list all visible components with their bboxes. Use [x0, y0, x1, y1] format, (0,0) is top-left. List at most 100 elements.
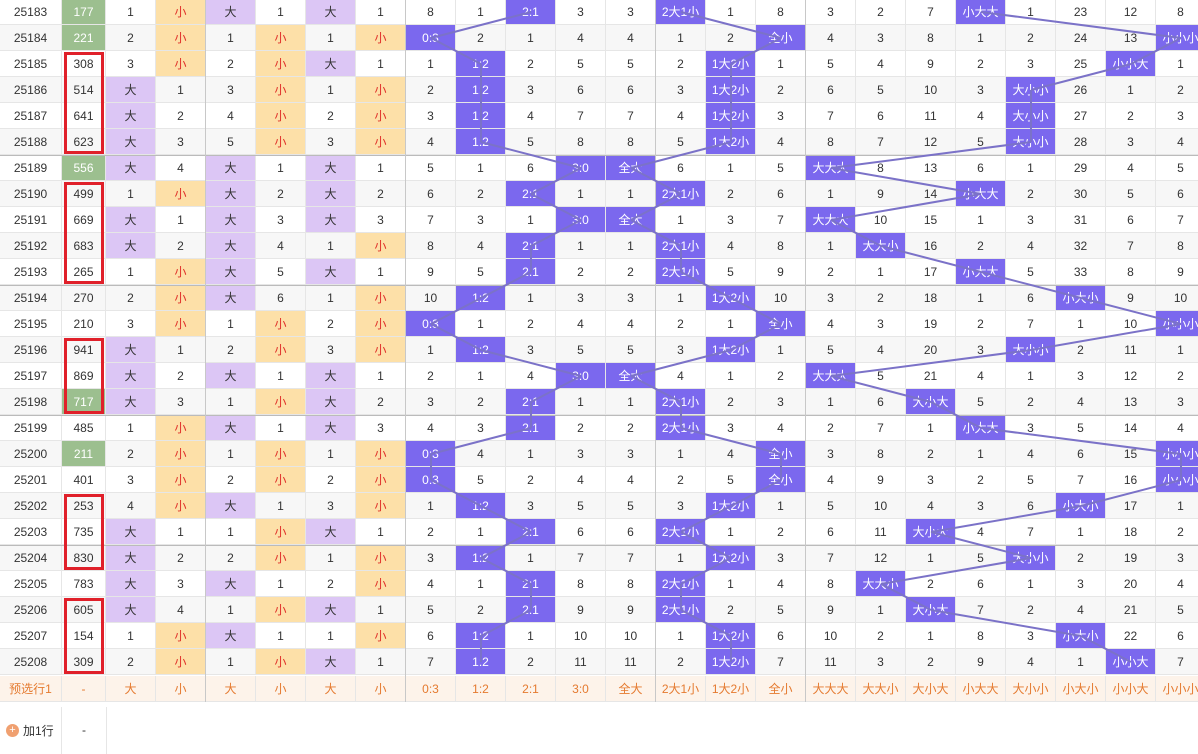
trend-cell: 全小 [756, 441, 806, 467]
trend-cell: 20 [906, 337, 956, 363]
trend-cell: 6 [556, 519, 606, 545]
trend-cell: 5 [556, 51, 606, 77]
trend-cell: 大 [306, 649, 356, 675]
preselect-option[interactable]: 小大小 [1056, 676, 1106, 702]
trend-cell: 1 [356, 0, 406, 25]
trend-cell: 1 [506, 623, 556, 649]
trend-cell: 1 [156, 77, 206, 103]
preselect-option[interactable]: 1大2小 [706, 676, 756, 702]
preselect-option[interactable]: 小大大 [956, 676, 1006, 702]
trend-cell: 大 [206, 207, 256, 233]
draw-sum: 221 [62, 25, 106, 51]
trend-cell: 2 [1006, 597, 1056, 623]
draw-sum: 605 [62, 597, 106, 623]
trend-cell: 1 [1006, 571, 1056, 597]
trend-cell: 16 [1106, 467, 1156, 493]
trend-cell: 2 [956, 311, 1006, 337]
trend-cell: 1 [256, 363, 306, 389]
trend-cell: 小 [356, 623, 406, 649]
preselect-sum: - [62, 676, 106, 702]
trend-cell: 大 [306, 0, 356, 25]
trend-cell: 4 [156, 155, 206, 181]
trend-cell: 3 [806, 441, 856, 467]
preselect-option[interactable]: 小 [156, 676, 206, 702]
preselect-option[interactable]: 1:2 [456, 676, 506, 702]
preselect-option[interactable]: 0:3 [406, 676, 456, 702]
trend-cell: 3 [1006, 415, 1056, 441]
trend-cell: 2:1 [506, 597, 556, 623]
trend-cell: 31 [1056, 207, 1106, 233]
draw-sum: 941 [62, 337, 106, 363]
trend-cell: 6 [856, 389, 906, 415]
trend-cell: 2:1 [506, 0, 556, 25]
draw-sum: 514 [62, 77, 106, 103]
trend-cell: 6 [956, 571, 1006, 597]
trend-cell: 11 [856, 519, 906, 545]
trend-cell: 7 [406, 207, 456, 233]
trend-cell: 6 [1156, 181, 1198, 207]
trend-cell: 2 [306, 103, 356, 129]
trend-cell: 2大1小 [656, 181, 706, 207]
trend-cell: 8 [1156, 0, 1198, 25]
trend-cell: 小 [356, 25, 406, 51]
trend-cell: 2 [506, 311, 556, 337]
trend-cell: 1 [356, 519, 406, 545]
trend-cell: 1 [256, 155, 306, 181]
preselect-option[interactable]: 小小大 [1106, 676, 1156, 702]
trend-cell: 5 [1156, 597, 1198, 623]
preselect-option[interactable]: 大小大 [906, 676, 956, 702]
preselect-option[interactable]: 大大大 [806, 676, 856, 702]
issue-number: 25203 [0, 519, 62, 545]
preselect-option[interactable]: 大小小 [1006, 676, 1056, 702]
preselect-option[interactable]: 小 [256, 676, 306, 702]
preselect-option[interactable]: 全大 [606, 676, 656, 702]
preselect-option[interactable]: 2:1 [506, 676, 556, 702]
trend-cell: 5 [806, 337, 856, 363]
preselect-option[interactable]: 3:0 [556, 676, 606, 702]
trend-cell: 1 [906, 545, 956, 571]
group-divider [0, 155, 1198, 156]
preselect-option[interactable]: 小小小 [1156, 676, 1198, 702]
add-row-button[interactable]: + 加1行 [0, 707, 62, 754]
trend-cell: 1 [806, 389, 856, 415]
trend-cell: 大 [106, 233, 156, 259]
preselect-option[interactable]: 小 [356, 676, 406, 702]
preselect-option[interactable]: 大大小 [856, 676, 906, 702]
trend-cell: 11 [1106, 337, 1156, 363]
trend-cell: 1 [406, 493, 456, 519]
trend-cell: 1 [456, 155, 506, 181]
trend-cell: 13 [1106, 25, 1156, 51]
trend-cell: 2 [106, 649, 156, 675]
trend-cell: 1 [306, 77, 356, 103]
trend-cell: 大 [106, 363, 156, 389]
trend-cell: 4 [1156, 571, 1198, 597]
draw-sum: 270 [62, 285, 106, 311]
trend-cell: 1 [256, 493, 306, 519]
preselect-option[interactable]: 大 [206, 676, 256, 702]
trend-cell: 1 [156, 337, 206, 363]
preselect-option[interactable]: 2大1小 [656, 676, 706, 702]
trend-cell: 3 [856, 311, 906, 337]
preselect-option[interactable]: 大 [106, 676, 156, 702]
trend-cell: 小 [356, 233, 406, 259]
issue-number: 25204 [0, 545, 62, 571]
trend-cell: 大大大 [806, 155, 856, 181]
trend-cell: 3 [956, 337, 1006, 363]
trend-cell: 7 [1006, 519, 1056, 545]
trend-cell: 2大1小 [656, 0, 706, 25]
trend-cell: 19 [1106, 545, 1156, 571]
trend-cell: 1 [656, 623, 706, 649]
trend-cell: 1 [556, 389, 606, 415]
trend-cell: 小 [156, 51, 206, 77]
trend-cell: 1 [206, 519, 256, 545]
trend-cell: 8 [606, 129, 656, 155]
trend-cell: 8 [606, 571, 656, 597]
trend-cell: 2 [1156, 519, 1198, 545]
trend-cell: 1 [206, 649, 256, 675]
trend-cell: 8 [806, 129, 856, 155]
trend-cell: 3 [206, 77, 256, 103]
trend-cell: 1:2 [456, 129, 506, 155]
preselect-option[interactable]: 全小 [756, 676, 806, 702]
preselect-option[interactable]: 大 [306, 676, 356, 702]
issue-number: 25200 [0, 441, 62, 467]
